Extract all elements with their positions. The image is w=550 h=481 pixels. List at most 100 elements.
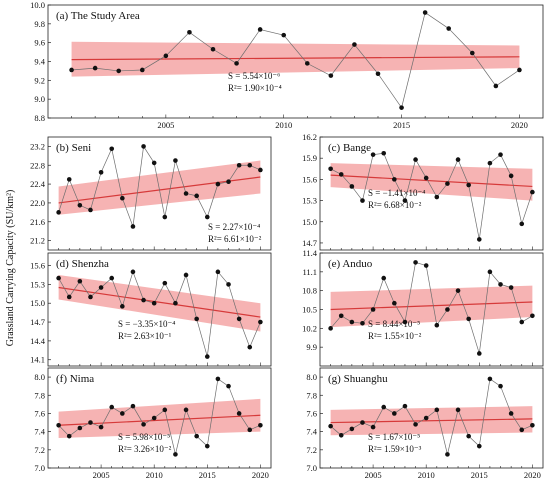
r2-label: R²= 1.90×10⁻⁴: [228, 83, 282, 93]
data-point: [77, 425, 83, 431]
data-point: [98, 170, 104, 175]
data-point: [349, 319, 355, 325]
data-point: [360, 321, 365, 326]
data-point: [476, 443, 482, 449]
data-point: [116, 68, 122, 74]
data-point: [402, 403, 408, 409]
y-tick-label: 7.6: [306, 408, 317, 418]
data-point: [455, 407, 461, 413]
y-tick-label: 15.3: [30, 279, 45, 289]
data-point: [370, 152, 376, 157]
y-tick-label: 7.8: [34, 390, 45, 400]
data-point: [466, 433, 471, 439]
data-point: [455, 157, 461, 162]
y-tick-label: 10.2: [302, 323, 317, 333]
data-point: [530, 189, 535, 195]
data-point: [413, 157, 418, 162]
panel-title: (a) The Study Area: [56, 10, 140, 22]
data-point: [530, 313, 535, 319]
data-point: [69, 67, 74, 73]
series-line: [71, 11, 520, 109]
data-point: [392, 177, 397, 182]
data-point: [130, 269, 136, 275]
data-point: [328, 73, 334, 78]
data-point: [466, 182, 471, 188]
panel-title: (b) Seni: [56, 142, 91, 154]
data-point: [434, 407, 440, 413]
data-point: [226, 383, 231, 389]
r2-label: R²= 3.26×10⁻²: [118, 444, 172, 454]
data-point: [487, 269, 493, 275]
slope-label: S = −3.35×10⁻⁴: [118, 319, 175, 329]
x-tick-label: 2015: [393, 120, 410, 130]
data-point: [109, 146, 115, 152]
data-point: [338, 172, 344, 177]
data-point: [455, 288, 461, 293]
data-point: [141, 297, 146, 303]
panel-shenzha: 14.1 14.4 14.7 15.0 15.3 15.6 (d) Shenzha S = −…: [30, 252, 272, 367]
data-point: [187, 30, 192, 35]
x-tick-label: 2015: [471, 470, 488, 480]
x-tick-label: 2020: [511, 120, 528, 130]
data-point: [517, 67, 522, 73]
data-point: [413, 260, 418, 265]
data-point: [236, 316, 242, 322]
plot-frame: [319, 367, 544, 469]
data-point: [281, 32, 287, 38]
data-point: [476, 237, 482, 242]
y-tick-label: 8.0: [306, 372, 317, 382]
data-point: [215, 376, 221, 382]
data-point: [402, 198, 408, 203]
data-point: [139, 67, 145, 73]
data-point: [92, 65, 98, 71]
data-point: [204, 354, 210, 359]
y-tick-label: 22.8: [30, 160, 45, 170]
data-point: [204, 214, 210, 220]
data-point: [130, 403, 136, 409]
y-tick-label: 21.2: [30, 236, 45, 246]
y-tick-label: 7.8: [306, 390, 317, 400]
slope-label: S = 5.54×10⁻⁶: [228, 71, 280, 81]
confidence-band: [58, 160, 261, 215]
data-point: [257, 27, 263, 32]
y-tick-label: 9.2: [34, 75, 45, 85]
data-point: [130, 224, 136, 229]
y-tick-label: 8.8: [34, 113, 45, 123]
data-point: [88, 420, 93, 425]
data-point: [423, 263, 429, 268]
data-point: [445, 181, 450, 186]
data-point: [163, 53, 169, 59]
data-point: [508, 173, 514, 179]
data-point: [349, 426, 355, 432]
data-point: [402, 319, 408, 325]
data-point: [413, 422, 418, 427]
data-point: [328, 423, 333, 429]
data-point: [56, 210, 61, 215]
data-point: [530, 422, 535, 428]
data-point: [370, 424, 376, 430]
data-point: [210, 46, 216, 52]
y-tick-label: 22.4: [30, 179, 46, 189]
plot-frame: [47, 367, 272, 469]
data-point: [236, 162, 242, 168]
data-point: [56, 422, 61, 428]
x-tick-label: 2010: [418, 470, 435, 480]
data-point: [141, 144, 146, 149]
data-point: [519, 221, 525, 227]
panel-title: (e) Anduo: [328, 258, 373, 270]
y-tick-label: 10.5: [302, 305, 317, 315]
data-point: [423, 175, 429, 181]
y-tick-label: 7.4: [306, 427, 317, 437]
data-point: [98, 424, 104, 430]
data-point: [183, 272, 189, 278]
data-point: [173, 158, 178, 163]
confidence-band: [330, 285, 533, 328]
data-point: [423, 415, 429, 421]
x-tick-label: 2020: [524, 470, 541, 480]
y-tick-label: 15.6: [302, 174, 317, 184]
y-tick-label: 16.2: [302, 132, 317, 142]
data-point: [352, 42, 357, 47]
slope-label: S = −1.41×10⁻⁴: [368, 188, 425, 198]
data-point: [508, 285, 514, 290]
data-point: [120, 304, 125, 309]
